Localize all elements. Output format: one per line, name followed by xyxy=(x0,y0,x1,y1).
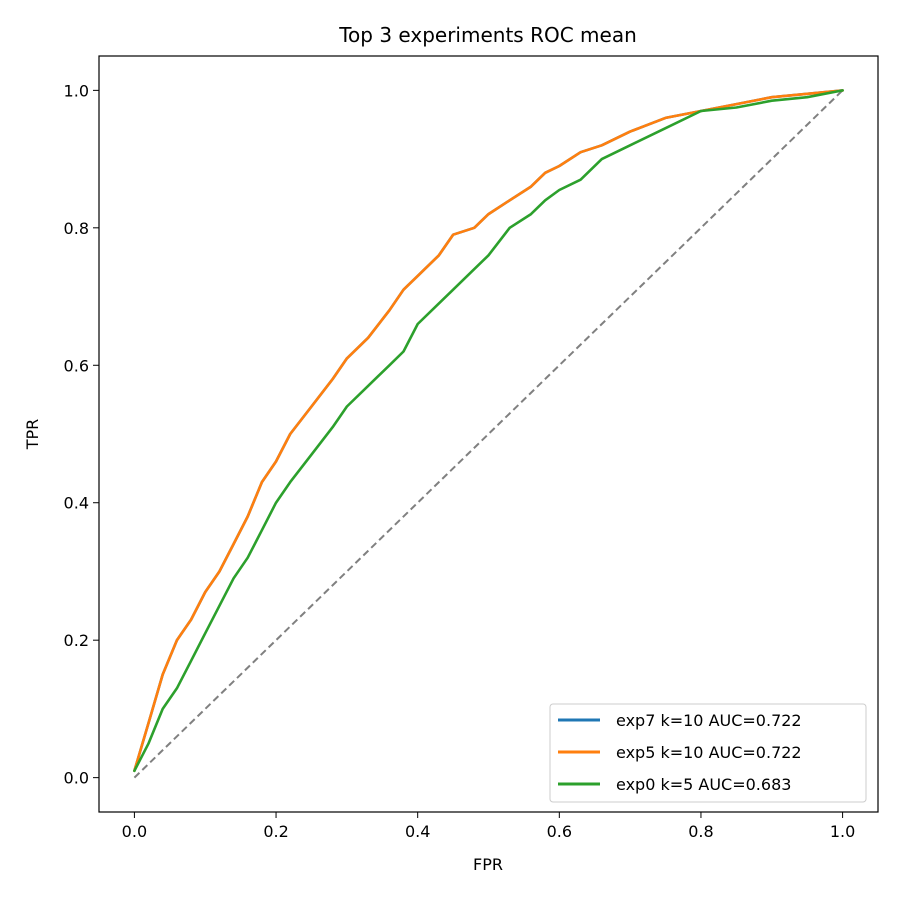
series-line-2 xyxy=(133,89,844,773)
y-axis-ticks: 0.0 0.2 0.4 0.6 0.8 1.0 xyxy=(64,81,99,788)
y-tick-label: 0.8 xyxy=(64,219,89,238)
plot-frame xyxy=(98,55,879,813)
y-tick-label: 0.2 xyxy=(64,631,89,650)
legend-label-1: exp5 k=10 AUC=0.722 xyxy=(616,743,802,762)
y-tick-label: 0.4 xyxy=(64,494,89,513)
x-axis-ticks: 0.0 0.2 0.4 0.6 0.8 1.0 xyxy=(122,812,855,841)
legend: exp7 k=10 AUC=0.722 exp5 k=10 AUC=0.722 ex… xyxy=(549,703,867,803)
chart-title: Top 3 experiments ROC mean xyxy=(338,23,637,47)
x-tick-label: 1.0 xyxy=(830,822,855,841)
plot-area xyxy=(98,55,879,813)
series-layer xyxy=(133,89,844,773)
x-axis-title: FPR xyxy=(473,855,503,874)
legend-frame xyxy=(549,703,867,803)
y-tick-label: 0.0 xyxy=(64,769,89,788)
y-axis-title: TPR xyxy=(23,419,42,451)
x-tick-label: 0.8 xyxy=(688,822,713,841)
legend-label-2: exp0 k=5 AUC=0.683 xyxy=(616,775,791,794)
y-tick-label: 1.0 xyxy=(64,81,89,100)
x-tick-label: 0.6 xyxy=(547,822,572,841)
legend-label-0: exp7 k=10 AUC=0.722 xyxy=(616,711,802,730)
x-tick-label: 0.0 xyxy=(122,822,147,841)
y-tick-label: 0.6 xyxy=(64,356,89,375)
x-tick-label: 0.2 xyxy=(263,822,288,841)
x-tick-label: 0.4 xyxy=(405,822,430,841)
series-line-1 xyxy=(133,89,844,773)
